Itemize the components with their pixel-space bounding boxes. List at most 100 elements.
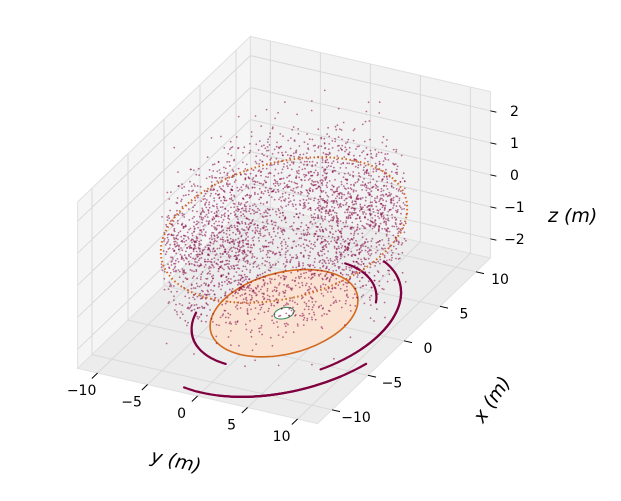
scatter-point xyxy=(327,153,330,156)
scatter-point xyxy=(212,277,215,279)
scatter-point xyxy=(219,206,222,209)
scatter-point xyxy=(336,261,339,263)
scatter-point xyxy=(274,191,277,194)
scatter-point xyxy=(342,204,345,207)
scatter-point xyxy=(168,198,171,200)
scatter-point xyxy=(398,197,401,200)
scatter-point xyxy=(338,266,341,268)
scatter-point xyxy=(256,226,259,229)
scatter-point xyxy=(256,230,259,233)
scatter-point xyxy=(349,211,351,214)
scatter-point xyxy=(213,238,216,240)
scatter-point xyxy=(346,162,349,165)
scatter-point xyxy=(357,166,359,169)
scatter-point xyxy=(278,284,280,286)
scatter-point xyxy=(208,175,211,178)
scatter-point xyxy=(386,214,389,217)
scatter-point xyxy=(359,176,362,178)
scatter-point xyxy=(318,208,320,211)
scatter-point xyxy=(200,243,202,246)
scatter-point xyxy=(343,156,346,158)
scatter-point xyxy=(230,189,233,191)
scatter-point xyxy=(339,272,342,274)
z-tick-label: −1 xyxy=(504,200,525,216)
scatter-point xyxy=(314,300,317,303)
scatter-point xyxy=(359,203,362,206)
scatter-point xyxy=(250,329,253,332)
scatter-point xyxy=(181,313,184,316)
scatter-point xyxy=(373,199,376,202)
scatter-point xyxy=(260,174,262,177)
scatter-point xyxy=(350,250,353,253)
scatter-point xyxy=(351,201,354,204)
scatter-point xyxy=(255,229,257,232)
scatter-point xyxy=(271,164,273,167)
scatter-point xyxy=(284,186,286,189)
scatter-point xyxy=(244,265,247,268)
scatter-point xyxy=(319,273,322,275)
scatter-point xyxy=(166,236,169,239)
scatter-point xyxy=(324,172,326,174)
scatter-point xyxy=(386,188,389,190)
scatter-point xyxy=(320,137,323,140)
scatter-point xyxy=(314,216,317,219)
scatter-point xyxy=(229,140,232,143)
scatter-point xyxy=(314,208,317,211)
scatter-point xyxy=(283,275,286,278)
scatter-point xyxy=(298,261,300,263)
scatter-point xyxy=(293,181,296,184)
scatter-point xyxy=(321,218,324,220)
scatter-point xyxy=(321,166,324,169)
scatter-point xyxy=(310,214,313,217)
scatter-point xyxy=(226,283,229,286)
scatter-point xyxy=(296,182,299,185)
scatter-point xyxy=(273,221,275,224)
scatter-point xyxy=(198,257,201,260)
scatter-point xyxy=(339,242,342,245)
scatter-point xyxy=(308,300,310,302)
scatter-point xyxy=(270,236,273,238)
scatter-point xyxy=(194,185,196,187)
scatter-point xyxy=(395,205,398,208)
scatter-point xyxy=(369,201,372,204)
scatter-point xyxy=(269,280,272,283)
scatter-point xyxy=(303,308,306,311)
scatter-point xyxy=(285,331,287,334)
scatter-point xyxy=(189,269,192,271)
scatter-point xyxy=(188,228,190,231)
scatter-point xyxy=(228,280,231,283)
scatter-point xyxy=(228,260,231,263)
scatter-point xyxy=(198,285,201,288)
scatter-point xyxy=(375,232,377,235)
scatter-point xyxy=(166,191,169,194)
scatter-point xyxy=(369,266,372,269)
scatter-point xyxy=(379,258,382,261)
scatter-point xyxy=(363,227,366,230)
scatter-point xyxy=(232,295,234,297)
scatter-point xyxy=(369,317,372,319)
scatter-point xyxy=(238,241,241,243)
scatter-point xyxy=(330,240,333,243)
scatter-point xyxy=(261,285,263,288)
scatter-point xyxy=(381,204,384,207)
scatter-point xyxy=(192,225,195,228)
scatter-point xyxy=(248,289,251,292)
scatter-point xyxy=(306,289,309,292)
scatter-point xyxy=(268,249,271,252)
scatter-point xyxy=(290,154,293,157)
scatter-point xyxy=(297,265,300,267)
scatter-point xyxy=(350,197,352,199)
scatter-point xyxy=(294,284,297,287)
scatter-point xyxy=(313,261,316,263)
scatter-point xyxy=(304,205,307,208)
scatter-point xyxy=(392,199,395,202)
scatter-point xyxy=(206,314,208,317)
scatter-point xyxy=(399,220,402,222)
scatter-point xyxy=(165,342,168,345)
scatter-point xyxy=(185,263,187,265)
scatter-point xyxy=(321,184,324,186)
scatter-point xyxy=(304,179,306,182)
scatter-point xyxy=(239,307,242,309)
scatter-point xyxy=(203,260,206,263)
scatter-point xyxy=(231,146,234,148)
